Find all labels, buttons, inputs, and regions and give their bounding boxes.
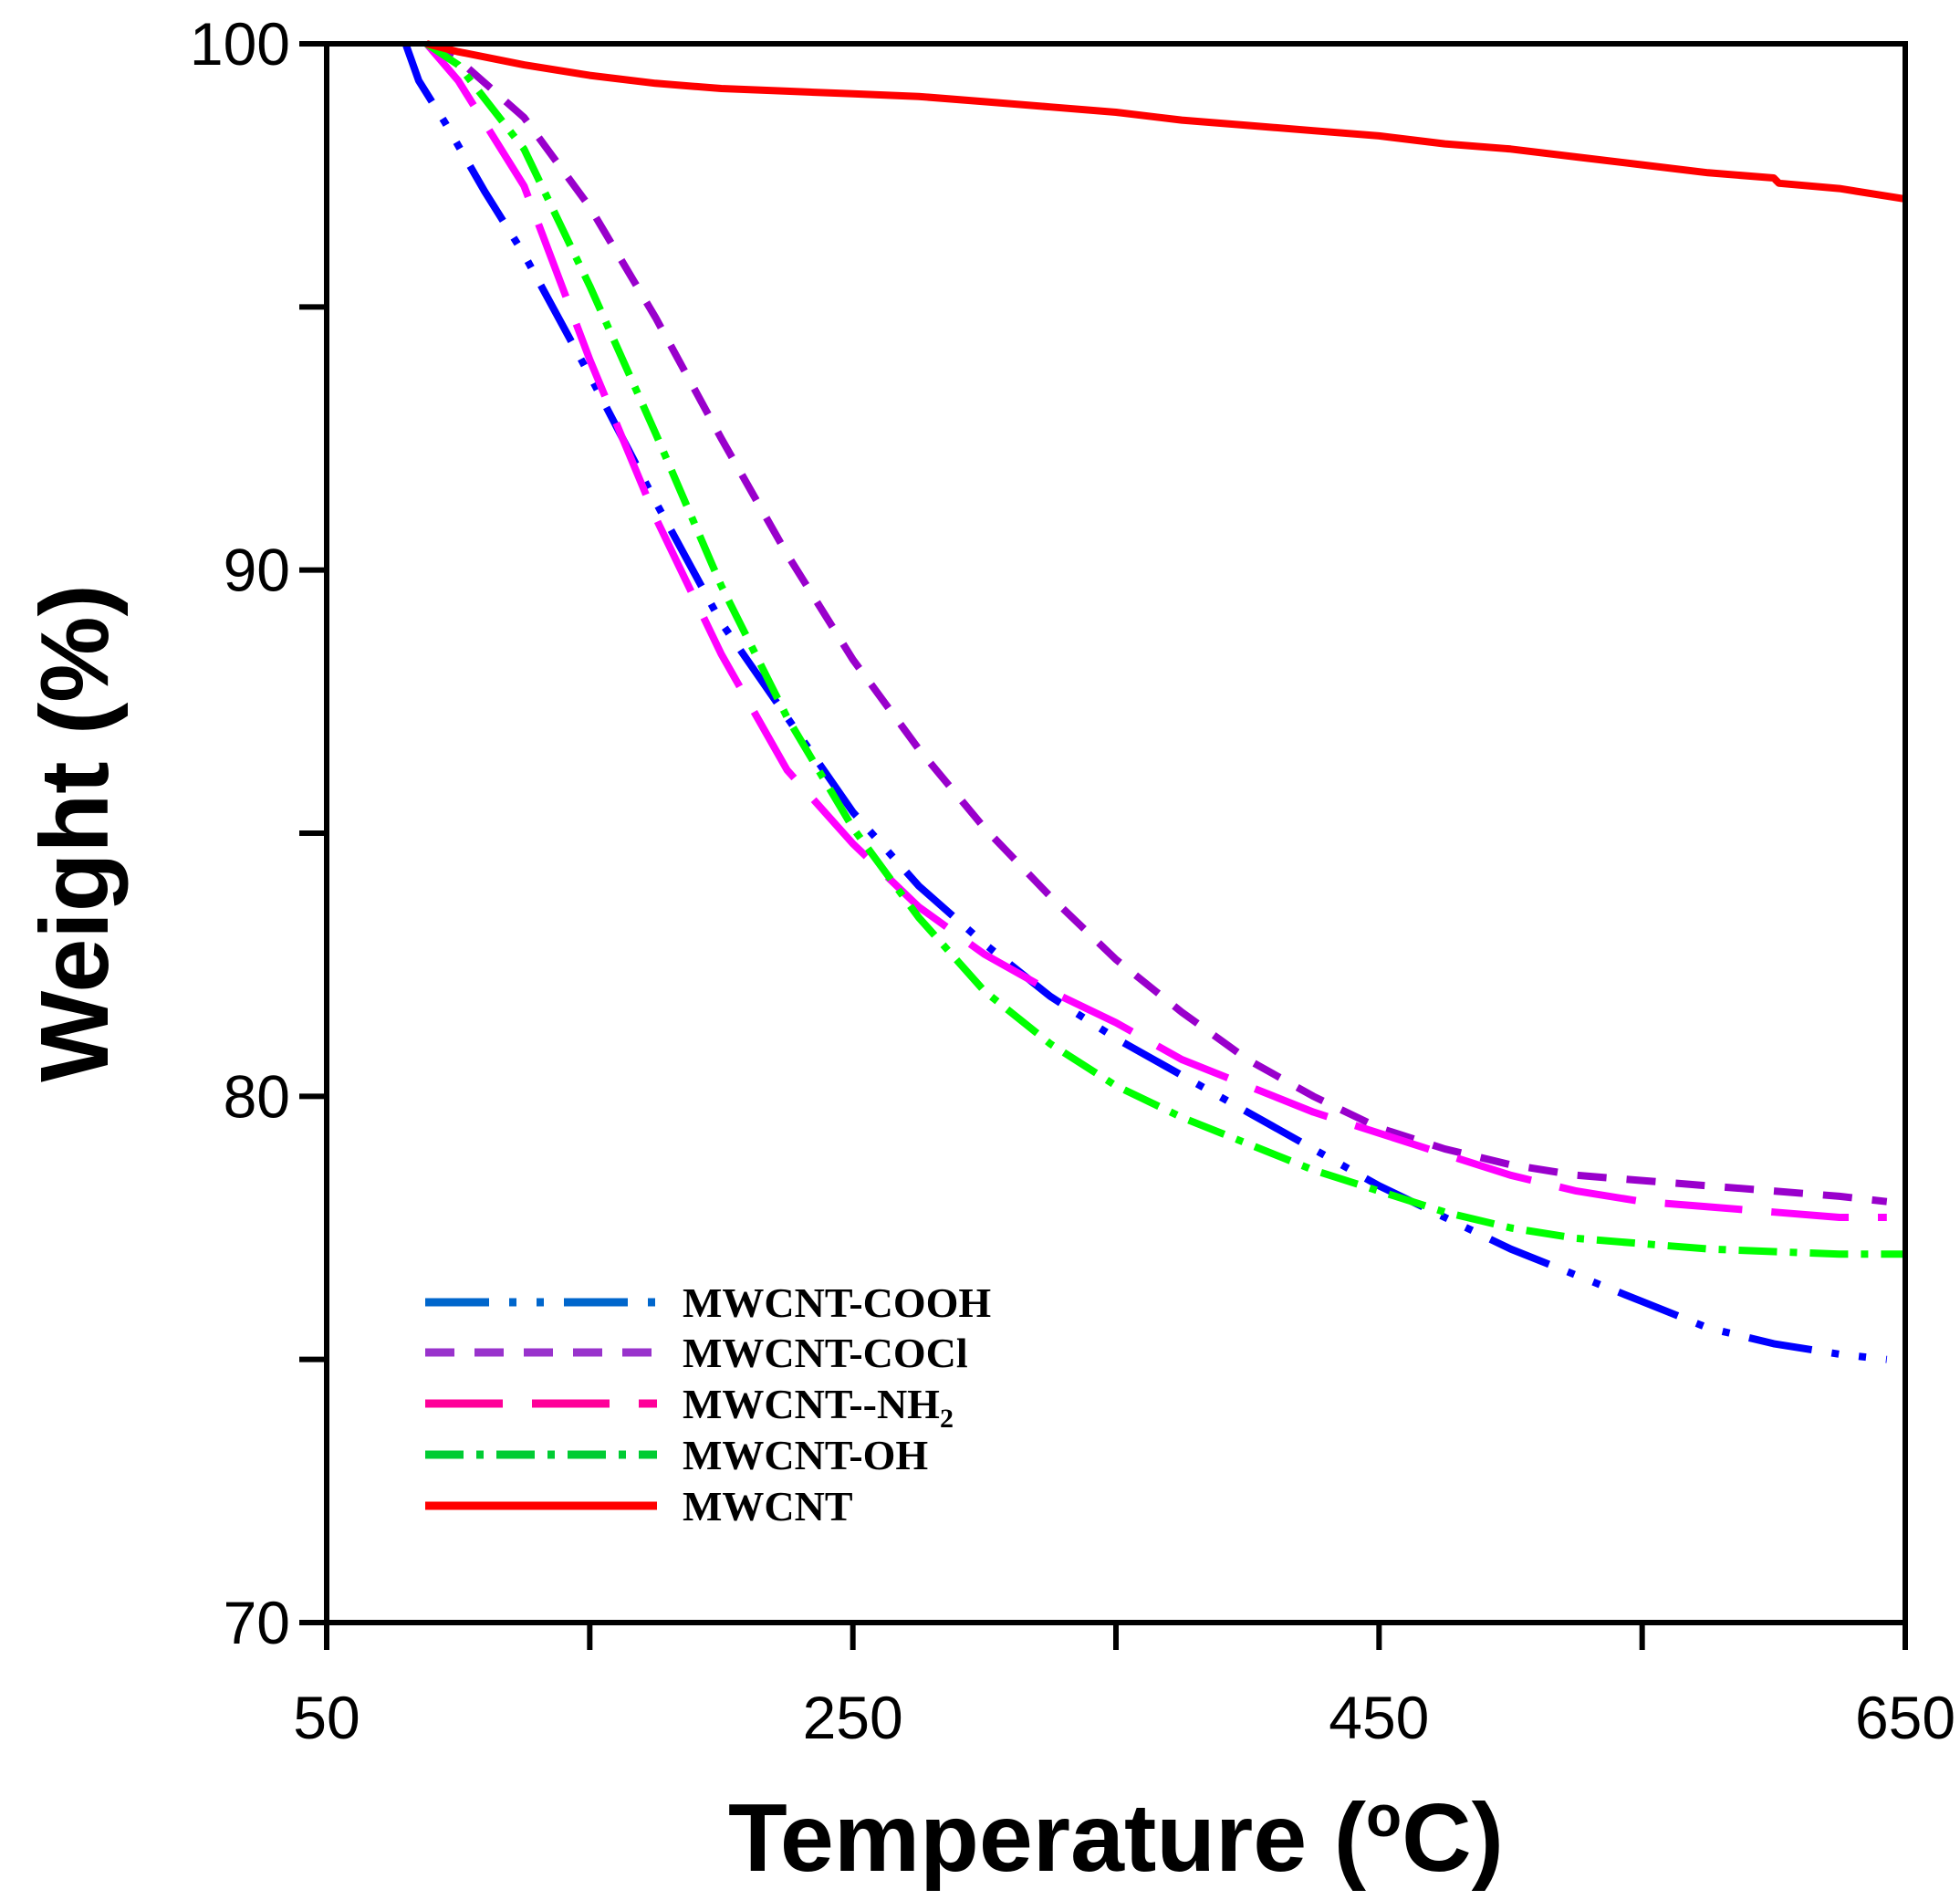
y-axis-ticks: 70 80 90 100 xyxy=(190,10,327,1656)
y-tick-label: 90 xyxy=(224,537,290,604)
y-tick-label: 100 xyxy=(190,10,290,78)
x-tick-label: 450 xyxy=(1329,1684,1429,1751)
legend-label-1: MWCNT-COCl xyxy=(683,1330,968,1376)
y-tick-label: 70 xyxy=(224,1589,290,1656)
series-line-1 xyxy=(424,40,1888,1206)
series-line-3 xyxy=(424,40,1905,1258)
legend-label-4: MWCNT xyxy=(683,1483,853,1529)
x-tick-label: 650 xyxy=(1855,1684,1955,1751)
x-axis-ticks: 50 250 450 650 xyxy=(293,1623,1955,1751)
x-axis-title: Temperature (oC) xyxy=(728,1783,1504,1892)
y-axis-title: Weight (%) xyxy=(21,584,129,1082)
series-line-2 xyxy=(423,41,1887,1221)
y-tick-label: 80 xyxy=(224,1062,290,1130)
legend-label-0: MWCNT-COOH xyxy=(683,1279,991,1326)
x-tick-label: 50 xyxy=(293,1684,360,1751)
series-line-4 xyxy=(425,40,1906,204)
series-line-0 xyxy=(401,42,1888,1363)
legend-label-3: MWCNT-OH xyxy=(683,1432,928,1478)
series-lines xyxy=(401,40,1906,1363)
legend-label-2: MWCNT--NH2 xyxy=(683,1381,954,1434)
x-tick-label: 250 xyxy=(803,1684,903,1751)
